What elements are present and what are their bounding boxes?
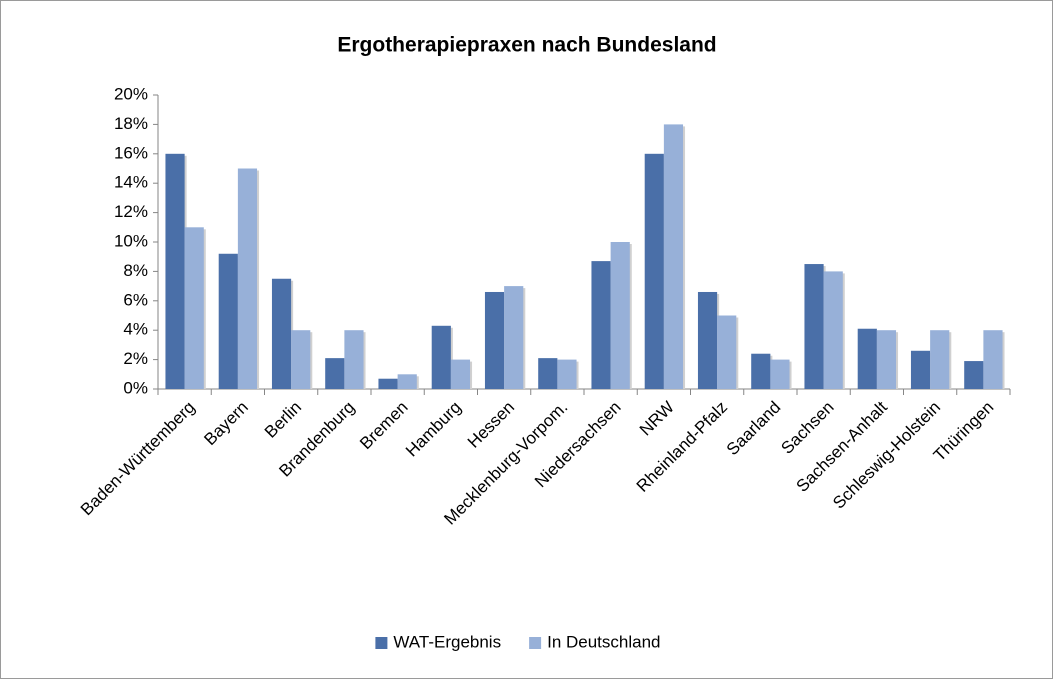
y-tick-label: 10% (114, 231, 148, 250)
bar (504, 286, 524, 389)
bar (591, 261, 611, 389)
bar (910, 350, 931, 389)
bar (717, 315, 737, 389)
bar (644, 153, 664, 389)
bar (237, 168, 258, 389)
y-tick-label: 12% (114, 202, 148, 221)
bar (823, 271, 843, 389)
bar (484, 291, 505, 389)
bar (557, 359, 577, 389)
bar (325, 358, 345, 389)
bar (610, 242, 630, 389)
bar (431, 325, 451, 389)
bar (663, 124, 684, 390)
bar (697, 291, 718, 389)
y-tick-label: 14% (114, 173, 148, 192)
chart-title: Ergotherapiepraxen nach Bundesland (337, 34, 716, 57)
bar (291, 330, 311, 389)
y-tick-label: 16% (114, 143, 148, 162)
bar (184, 227, 204, 389)
bar (964, 361, 984, 389)
bar (857, 328, 877, 389)
bar (804, 264, 824, 389)
bar (271, 278, 292, 389)
bar (165, 153, 185, 389)
y-tick-label: 18% (114, 114, 148, 133)
bar (983, 330, 1003, 389)
legend-label: WAT-Ergebnis (393, 632, 501, 651)
bar (397, 374, 417, 389)
bar (450, 359, 471, 389)
bar (751, 353, 771, 389)
y-tick-label: 20% (114, 84, 148, 103)
y-tick-label: 4% (123, 320, 148, 339)
bar (770, 359, 790, 389)
bar (876, 330, 897, 389)
legend-swatch (529, 637, 542, 649)
bar (218, 253, 238, 389)
bar (538, 358, 558, 389)
legend-label: In Deutschland (547, 632, 660, 651)
bar (378, 378, 398, 389)
y-tick-label: 8% (123, 261, 148, 280)
y-tick-label: 2% (123, 349, 148, 368)
bar (930, 330, 950, 389)
bar (344, 330, 364, 389)
y-tick-label: 0% (123, 378, 148, 397)
y-tick-label: 6% (123, 290, 148, 309)
legend-swatch (375, 637, 388, 649)
